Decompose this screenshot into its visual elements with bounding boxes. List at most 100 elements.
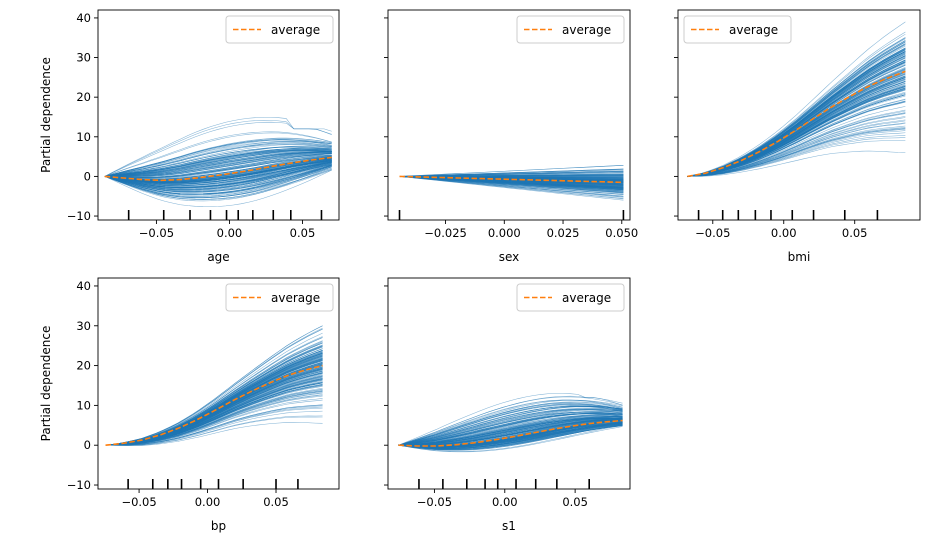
ice-line — [687, 101, 906, 177]
ice-line — [398, 417, 623, 446]
y-tick-label: 40 — [76, 11, 91, 25]
ice-line — [105, 416, 323, 446]
y-tick-label: 40 — [76, 279, 91, 293]
legend-label: average — [562, 23, 611, 37]
ice-line — [687, 89, 906, 177]
ice-line — [398, 409, 623, 446]
ice-line — [104, 142, 332, 177]
ice-line — [104, 149, 332, 177]
ice-line — [104, 154, 332, 177]
ice-line — [398, 399, 623, 446]
pdp-panel-age: −0.05 0.00 0.05 −10 0 10 20 30 40 age Partial depe… — [39, 9, 340, 264]
x-axis-label: bp — [211, 519, 226, 533]
x-tick-label: 0.000 — [488, 226, 521, 240]
axes-frame — [677, 9, 921, 221]
pdp-panel-sex: −0.025 0.000 0.025 0.050 sex average — [384, 9, 638, 264]
ice-line — [398, 415, 623, 446]
ice-line — [687, 68, 906, 177]
y-tick-label: 30 — [76, 51, 91, 65]
x-tick-label: 0.00 — [492, 495, 518, 509]
x-tick-label: −0.025 — [424, 226, 467, 240]
ice-line — [398, 417, 623, 446]
legend-box — [225, 15, 334, 44]
ice-line — [105, 422, 323, 446]
legend: average — [225, 283, 334, 312]
ice-line — [398, 411, 623, 446]
y-tick-label: 20 — [76, 90, 91, 104]
ice-lines — [105, 325, 323, 446]
x-tick-label: 0.025 — [547, 226, 580, 240]
axes-frame — [387, 277, 631, 490]
ice-line — [399, 176, 624, 191]
ice-line — [399, 173, 624, 177]
ice-line — [399, 171, 624, 177]
y-axis-label: Partial dependence — [39, 57, 53, 173]
ice-line — [104, 168, 332, 200]
ice-line — [687, 117, 906, 177]
x-axis-label: sex — [499, 250, 520, 264]
ice-line — [398, 415, 623, 446]
ice-lines — [104, 116, 332, 208]
ice-lines — [687, 21, 906, 177]
average-line — [105, 364, 323, 447]
ice-line — [104, 120, 332, 177]
ice-line — [104, 165, 332, 193]
y-tick-label: 10 — [76, 130, 91, 144]
ice-line — [687, 37, 906, 177]
ice-line — [398, 404, 623, 446]
ice-line — [398, 403, 623, 446]
ice-line — [398, 402, 623, 446]
ice-line — [687, 41, 906, 177]
ice-line — [104, 161, 332, 185]
x-tick-label: 0.05 — [562, 495, 588, 509]
ice-line — [104, 151, 332, 177]
x-tick-label: 0.00 — [771, 226, 797, 240]
axes-frame — [387, 9, 631, 221]
ice-line — [104, 151, 332, 177]
legend-label: average — [562, 291, 611, 305]
x-tick-label: −0.05 — [139, 226, 174, 240]
y-tick-label: 30 — [76, 319, 91, 333]
ice-line — [104, 165, 332, 195]
legend: average — [683, 15, 792, 44]
y-tick-label: −10 — [67, 478, 91, 492]
ice-line — [398, 399, 623, 446]
average-line — [104, 156, 332, 182]
ice-line — [105, 399, 323, 446]
legend: average — [516, 283, 625, 312]
ice-line — [687, 57, 906, 177]
average-line — [687, 70, 906, 178]
pdp-panel-bmi: −0.05 0.00 0.05 bmi average — [674, 9, 921, 264]
x-axis-label: age — [207, 250, 229, 264]
legend: average — [516, 15, 625, 44]
ice-line — [687, 150, 906, 177]
legend-label: average — [271, 23, 320, 37]
ice-line — [105, 382, 323, 446]
ice-line — [104, 131, 332, 177]
ice-line — [399, 176, 624, 199]
x-tick-label: −0.05 — [695, 226, 730, 240]
ice-line — [104, 139, 332, 177]
legend-label: average — [729, 23, 778, 37]
ice-line — [687, 123, 906, 177]
ice-line — [399, 175, 624, 177]
ice-line — [105, 410, 323, 446]
ice-line — [687, 106, 906, 177]
ice-line — [398, 412, 623, 446]
ice-lines — [399, 165, 624, 201]
ice-line — [104, 166, 332, 194]
ice-line — [398, 405, 623, 446]
average-line — [398, 419, 623, 447]
ice-line — [687, 45, 906, 177]
ice-line — [687, 21, 906, 177]
ice-line — [104, 132, 332, 177]
ice-line — [399, 176, 624, 193]
ice-line — [104, 155, 332, 182]
ice-line — [399, 176, 624, 188]
ice-line — [398, 425, 623, 450]
y-tick-label: 20 — [76, 359, 91, 373]
ice-line — [104, 161, 332, 187]
ice-line — [105, 365, 323, 446]
ice-line — [398, 426, 623, 453]
